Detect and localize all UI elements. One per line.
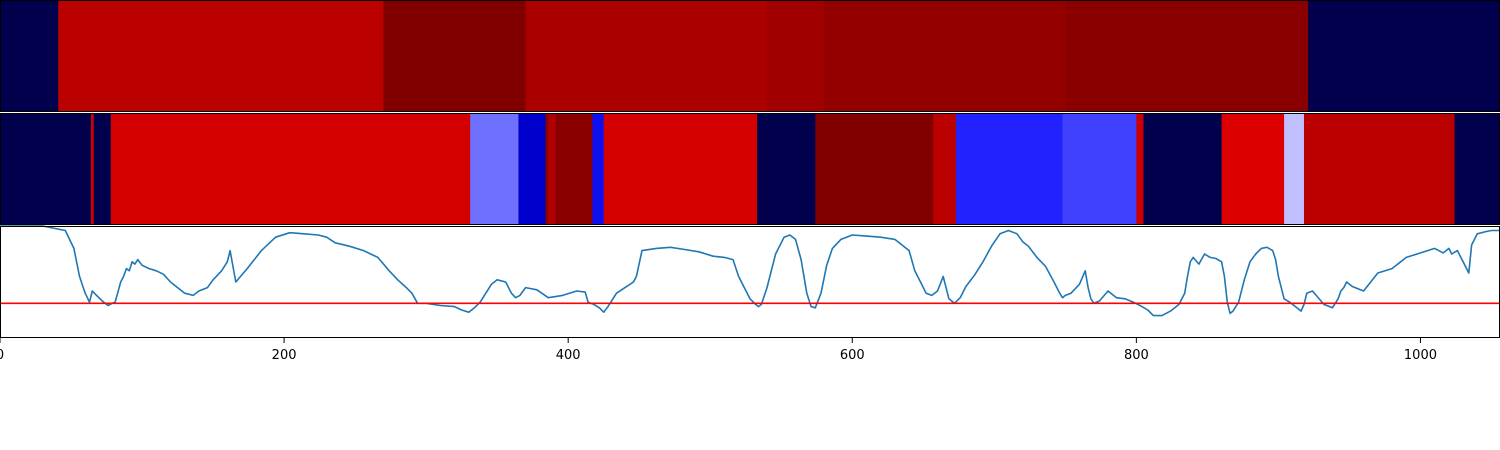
heatmap-cell	[603, 113, 758, 225]
heatmap-cell	[110, 113, 471, 225]
x-tick-label: 200	[272, 348, 297, 363]
x-tick-label: 600	[840, 348, 865, 363]
heatmap-cell	[823, 0, 1066, 112]
heatmap-cell	[1062, 113, 1137, 225]
series-line	[0, 225, 1500, 317]
x-tick-label: 400	[556, 348, 581, 363]
heatmap-cell	[757, 113, 816, 225]
heatmap-cell	[592, 113, 605, 225]
heatmap-cell	[1136, 113, 1145, 225]
heatmap-cell	[1284, 113, 1305, 225]
heatmap-panel-top	[0, 0, 1500, 112]
line-plot-panel	[0, 225, 1500, 338]
heatmap-cell	[545, 113, 549, 225]
heatmap-cell	[525, 0, 768, 112]
heatmap-cell	[0, 113, 92, 225]
heatmap-cell	[470, 113, 520, 225]
heatmap-cell	[1303, 113, 1456, 225]
x-axis: 0 200 400 600 800 1000	[0, 338, 1437, 363]
x-tick-label: 1000	[1404, 348, 1437, 363]
heatmap-cell	[955, 113, 1064, 225]
heatmap-cell	[548, 113, 556, 225]
heatmap-cell	[1454, 113, 1500, 225]
heatmap-cell	[933, 113, 957, 225]
heatmap-cell	[815, 113, 934, 225]
heatmap-cell	[93, 113, 112, 225]
x-tick-label: 0	[0, 348, 4, 363]
plot-background	[0, 226, 1500, 338]
x-tick-label: 800	[1124, 348, 1149, 363]
heatmap-cell	[1308, 0, 1500, 112]
heatmap-cell	[767, 0, 825, 112]
heatmap-cell	[90, 113, 95, 225]
heatmap-panel-middle	[0, 113, 1500, 225]
heatmap-cell	[0, 0, 59, 112]
heatmap-cell	[555, 113, 593, 225]
heatmap-cell	[58, 0, 385, 112]
heatmap-cell	[1143, 113, 1223, 225]
heatmap-cell	[1221, 113, 1285, 225]
heatmap-cell	[518, 113, 547, 225]
heatmap-cell	[1065, 0, 1309, 112]
heatmap-cell	[383, 0, 527, 112]
